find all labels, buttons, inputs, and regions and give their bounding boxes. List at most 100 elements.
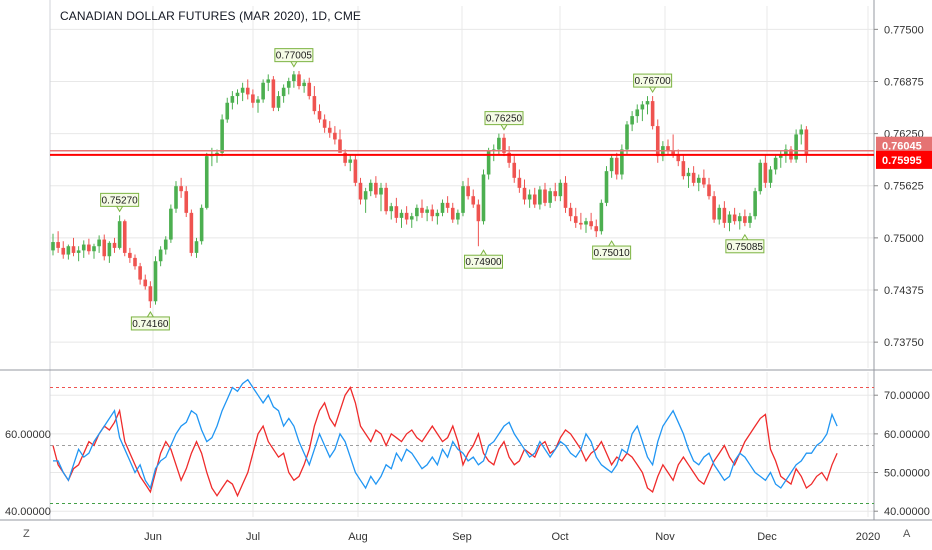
- candle-body: [768, 169, 773, 183]
- candle-body: [353, 159, 358, 183]
- oscillator-line: [52, 386, 838, 498]
- candle-body: [415, 207, 419, 217]
- candle-body: [286, 81, 291, 88]
- candle-body: [691, 172, 696, 183]
- annotation-box: [725, 239, 765, 254]
- osc-left-tick-label: 60.00000: [5, 429, 51, 441]
- time-axis[interactable]: Jun Jul Aug Sep Oct Nov Dec 2020: [144, 531, 880, 543]
- candle-body: [240, 87, 245, 93]
- candle-body: [379, 187, 383, 195]
- candle-body: [604, 171, 609, 203]
- osc-tick-label: 60.00000: [884, 429, 930, 441]
- candle-body: [117, 221, 122, 248]
- candle-body: [276, 96, 281, 108]
- candle-body: [435, 212, 440, 217]
- candle-body: [702, 177, 706, 185]
- candle-body: [199, 207, 204, 242]
- candle-body: [338, 139, 342, 153]
- candle-body: [76, 250, 81, 253]
- candle-body: [97, 239, 101, 247]
- candle-body: [112, 242, 117, 248]
- annotation-label: 0.74900: [465, 257, 502, 268]
- candle-body: [563, 182, 568, 208]
- candle-body: [358, 182, 363, 200]
- candle-body: [425, 209, 429, 213]
- annotation-box: [592, 245, 632, 260]
- chart-title: CANADIAN DOLLAR FUTURES (MAR 2020), 1D, …: [60, 9, 362, 23]
- candle-body: [532, 194, 537, 205]
- candle-body: [727, 214, 732, 223]
- candle-body: [220, 119, 224, 153]
- candle-body: [778, 154, 783, 158]
- candle-body: [430, 209, 435, 217]
- candle-body: [368, 182, 373, 192]
- candle-body: [245, 87, 250, 95]
- candle-body: [681, 161, 686, 177]
- price-lines: [50, 149, 874, 156]
- price-axis[interactable]: 0.77500 0.76875 0.76250 0.75625 0.75000 0.743…: [5, 24, 932, 518]
- annotation-pointer: [608, 240, 616, 247]
- grid: [50, 6, 874, 517]
- annotation-box: [464, 254, 503, 269]
- candle-body: [594, 226, 599, 232]
- candle-body: [614, 157, 619, 175]
- candle-body: [409, 216, 414, 220]
- candle-body: [466, 186, 470, 197]
- auto-scale-button[interactable]: A: [903, 528, 911, 540]
- candle-body: [655, 126, 660, 157]
- candle-body: [517, 177, 522, 188]
- candle-body: [640, 104, 645, 110]
- candle-body: [512, 162, 517, 178]
- candle-body: [174, 186, 178, 209]
- candle-body: [650, 101, 655, 127]
- candle-body: [471, 196, 476, 205]
- candle-body: [630, 116, 634, 125]
- candle-body: [461, 186, 465, 213]
- candle-body: [399, 212, 404, 218]
- annotation-pointer: [116, 206, 124, 213]
- candle-body: [676, 154, 681, 162]
- timezone-button[interactable]: Z: [23, 528, 30, 540]
- candle-body: [348, 159, 353, 163]
- candle-body: [169, 208, 173, 240]
- candle-body: [671, 151, 675, 155]
- candle-body: [102, 239, 107, 257]
- candle-body: [389, 206, 394, 212]
- candle-body: [548, 191, 552, 203]
- candle-body: [251, 94, 255, 103]
- candle-body: [456, 212, 460, 220]
- annotation-box: [274, 48, 314, 63]
- candle-body: [307, 82, 312, 97]
- candle-body: [266, 79, 271, 83]
- candle-body: [394, 206, 399, 218]
- candle-body: [743, 216, 747, 223]
- candle-body: [573, 216, 578, 223]
- candle-body: [553, 191, 558, 197]
- candle-body: [666, 146, 670, 152]
- annotation-label: 0.76700: [635, 76, 672, 87]
- annotation-label: 0.75085: [727, 242, 764, 253]
- candle-body: [87, 244, 91, 252]
- annotation-label: 0.77005: [276, 51, 313, 62]
- candle-body: [343, 152, 347, 163]
- candle-body: [312, 96, 317, 112]
- osc-tick-label: 40.00000: [884, 506, 930, 518]
- annotation-label: 0.74160: [132, 319, 169, 330]
- candle-body: [153, 261, 158, 302]
- candle-body: [302, 82, 306, 87]
- candle-body: [189, 212, 194, 253]
- candle-body: [81, 244, 86, 251]
- annotation-pointer: [480, 249, 487, 256]
- candle-body: [502, 137, 506, 153]
- candle-body: [773, 157, 778, 170]
- candle-body: [445, 202, 450, 208]
- price-badge: [876, 150, 932, 169]
- time-tick-label: Jul: [246, 531, 260, 543]
- price-badge-label: 0.76045: [882, 141, 922, 153]
- candle-body: [543, 189, 547, 203]
- candle-body: [133, 257, 137, 267]
- candle-body: [609, 157, 614, 172]
- candle-body: [758, 162, 763, 192]
- candle-body: [384, 187, 388, 212]
